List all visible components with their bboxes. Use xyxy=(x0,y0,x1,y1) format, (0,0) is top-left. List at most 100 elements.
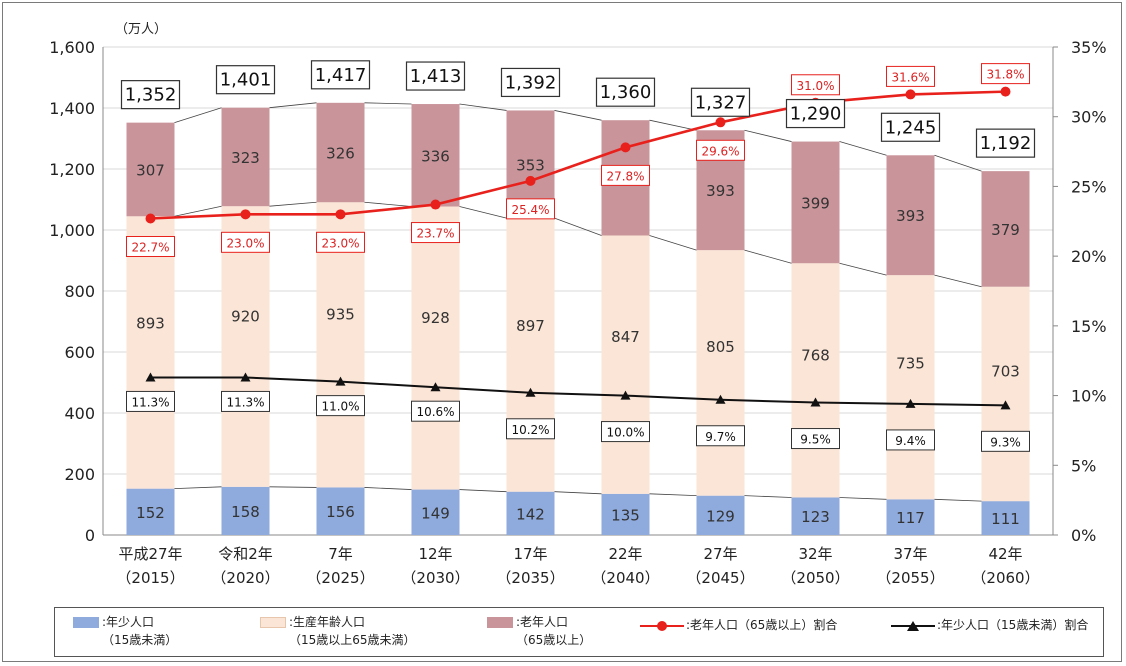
y-left-tick-label: 1,000 xyxy=(49,221,95,240)
total-label-box xyxy=(690,87,751,117)
bar-segment-working xyxy=(601,235,650,494)
ratio-label-box-young_ratio xyxy=(601,421,650,443)
marker-young_ratio xyxy=(335,376,346,386)
segment-label-working: 897 xyxy=(516,317,545,335)
total-label: 1,192 xyxy=(980,133,1032,154)
x-category-year: （2060） xyxy=(971,569,1039,587)
marker-young_ratio xyxy=(620,390,631,400)
legend-item-working: :生産年齢人口 （15歳以上65歳未満） xyxy=(260,613,416,649)
marker-elderly_ratio xyxy=(430,199,441,210)
bar-segment-young xyxy=(316,487,365,535)
ratio-label-elderly_ratio: 23.0% xyxy=(226,236,264,250)
connector-line xyxy=(554,217,602,236)
legend-item-elderly-ratio: :老年人口（65歳以上）割合 xyxy=(640,616,837,634)
connector-line xyxy=(269,201,317,207)
marker-elderly_ratio xyxy=(1000,86,1011,97)
x-category-year: （2045） xyxy=(686,569,754,587)
marker-young_ratio xyxy=(715,394,726,404)
bar-segment-working xyxy=(696,250,745,496)
legend-item-elderly: :老年人口 （65歳以上） xyxy=(487,613,591,649)
connector-line xyxy=(934,498,982,502)
legend-line-elderly-ratio xyxy=(640,620,684,632)
segment-label-young: 156 xyxy=(326,503,355,521)
connector-line xyxy=(744,249,792,264)
ratio-label-box-young_ratio xyxy=(221,390,270,412)
segment-label-working: 920 xyxy=(231,308,260,326)
total-label-box xyxy=(405,61,466,91)
segment-label-elderly: 353 xyxy=(516,156,545,174)
total-label-box xyxy=(215,65,276,95)
bar-segment-young xyxy=(981,501,1030,535)
x-category-era: 平成27年 xyxy=(118,545,182,563)
marker-elderly_ratio xyxy=(525,175,536,186)
legend-item-young: :年少人口 （15歳未満） xyxy=(73,613,177,649)
x-category-era: 17年 xyxy=(513,545,547,563)
segment-label-elderly: 323 xyxy=(231,149,260,167)
total-label: 1,392 xyxy=(505,72,557,93)
y-right-tick-label: 20% xyxy=(1071,247,1107,266)
ratio-label-box-elderly_ratio xyxy=(981,63,1030,85)
bar-segment-elderly xyxy=(126,122,175,217)
connector-line xyxy=(554,110,602,121)
legend-swatch-working xyxy=(260,617,286,628)
bar-segment-young xyxy=(791,497,840,535)
x-category-era: 7年 xyxy=(328,545,353,563)
total-label-box xyxy=(595,77,656,107)
connector-line xyxy=(554,491,602,495)
bar-segment-working xyxy=(221,206,270,487)
ratio-label-elderly_ratio: 23.7% xyxy=(416,227,454,241)
bar-segment-young xyxy=(886,499,935,535)
marker-young_ratio xyxy=(240,372,251,382)
connector-line xyxy=(174,205,222,217)
bar-segment-working xyxy=(506,218,555,492)
ratio-label-young_ratio: 11.0% xyxy=(321,400,359,414)
ratio-label-box-young_ratio xyxy=(981,430,1030,452)
ratio-label-box-elderly_ratio xyxy=(316,231,365,253)
segment-label-young: 135 xyxy=(611,506,640,524)
marker-elderly_ratio xyxy=(335,209,346,220)
x-category-year: （2055） xyxy=(876,569,944,587)
marker-elderly_ratio xyxy=(240,209,251,220)
total-label: 1,290 xyxy=(790,104,842,125)
x-category-era: 12年 xyxy=(418,545,452,563)
connector-line xyxy=(174,107,222,124)
x-category-era: 令和2年 xyxy=(218,545,273,563)
x-category-year: （2020） xyxy=(211,569,279,587)
legend-swatch-elderly xyxy=(487,617,513,628)
x-category-year: （2030） xyxy=(401,569,469,587)
marker-young_ratio xyxy=(905,398,916,408)
ratio-label-young_ratio: 10.0% xyxy=(606,426,644,440)
segment-label-working: 768 xyxy=(801,347,830,365)
marker-young_ratio xyxy=(810,397,821,407)
y-right-tick-label: 25% xyxy=(1071,177,1107,196)
connector-lines xyxy=(174,102,982,502)
legend-label-elderly-ratio: :老年人口（65歳以上）割合 xyxy=(686,618,838,632)
ratio-label-box-young_ratio xyxy=(696,425,745,447)
total-label-box xyxy=(120,80,181,110)
ratio-label-elderly_ratio: 31.6% xyxy=(891,70,929,84)
ratio-label-box-young_ratio xyxy=(411,400,460,422)
ratio-label-elderly_ratio: 29.6% xyxy=(701,144,739,158)
ratio-label-elderly_ratio: 31.0% xyxy=(796,79,834,93)
bar-segment-young xyxy=(126,488,175,535)
bar-segment-elderly xyxy=(981,171,1030,287)
connector-line xyxy=(934,274,982,288)
ratio-label-young_ratio: 11.3% xyxy=(131,395,169,409)
legend-sub-elderly: （65歳以上） xyxy=(516,633,592,647)
y-right-tick-label: 35% xyxy=(1071,38,1107,57)
bar-segment-elderly xyxy=(316,102,365,203)
ratio-label-box-young_ratio xyxy=(506,418,555,440)
y-left-tick-label: 1,400 xyxy=(49,99,95,118)
x-category-era: 32年 xyxy=(798,545,832,563)
total-label: 1,245 xyxy=(885,117,937,138)
total-label: 1,360 xyxy=(600,82,652,103)
segment-label-young: 111 xyxy=(991,510,1020,528)
connector-line xyxy=(839,141,887,156)
segment-label-working: 735 xyxy=(896,355,925,373)
connector-line xyxy=(364,201,412,207)
connector-line xyxy=(459,206,507,219)
value-labels: 1,352 1,401 1,417 1,413 1,392 1,360 1,327 1,290… xyxy=(120,60,1036,452)
legend-swatch-young xyxy=(73,617,99,628)
legend-sub-working: （15歳以上65歳未満） xyxy=(289,633,416,647)
